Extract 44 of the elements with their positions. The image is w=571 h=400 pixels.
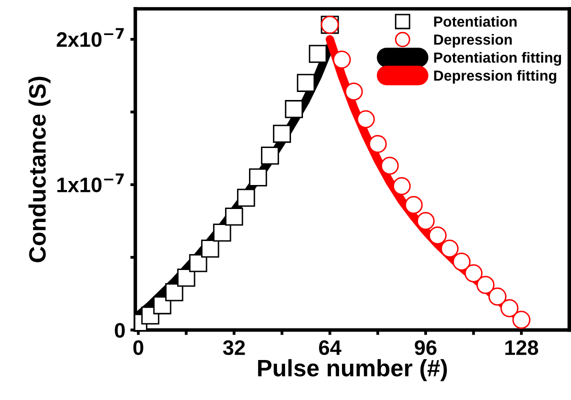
y-tick-label: 0 [114, 323, 125, 338]
point [452, 252, 471, 271]
point [249, 168, 268, 186]
point [177, 268, 196, 287]
x-tick-label: 32 [222, 340, 245, 356]
point [512, 310, 530, 329]
point [272, 124, 292, 143]
point [201, 240, 220, 258]
point [308, 44, 327, 63]
point [237, 188, 256, 207]
legend-label: Depression fitting [434, 70, 556, 84]
point [356, 110, 375, 128]
y-axis-title: Conductance (S) [28, 76, 50, 262]
point [332, 50, 351, 69]
legend-label: Depression [434, 34, 512, 48]
point [153, 296, 172, 314]
x-tick-label: 0 [133, 340, 144, 356]
x-tick-label: 128 [505, 340, 538, 356]
legend-label: Potentiation fitting [434, 52, 562, 66]
point [404, 196, 423, 214]
point [296, 74, 315, 92]
point [464, 264, 483, 282]
point [476, 276, 495, 294]
point [428, 226, 447, 245]
point [344, 82, 363, 101]
x-axis-title: Pulse number (#) [258, 359, 447, 382]
x-tick-label: 64 [319, 340, 342, 356]
point [392, 177, 411, 196]
point [225, 208, 244, 226]
point [488, 288, 506, 306]
y-tick-label: 2x10$^{−7}$ [56, 28, 124, 47]
point [165, 283, 184, 302]
x-tick-label: 96 [414, 340, 436, 356]
point [260, 146, 280, 165]
y-tick-label: 1x10$^{−7}$ [57, 173, 124, 192]
point [368, 134, 387, 153]
point [500, 299, 518, 318]
point [416, 212, 435, 230]
legend-label: Potentiation [434, 16, 517, 27]
point [380, 156, 399, 175]
point [440, 240, 459, 258]
point [284, 100, 303, 118]
point [189, 254, 208, 272]
point [213, 224, 232, 242]
